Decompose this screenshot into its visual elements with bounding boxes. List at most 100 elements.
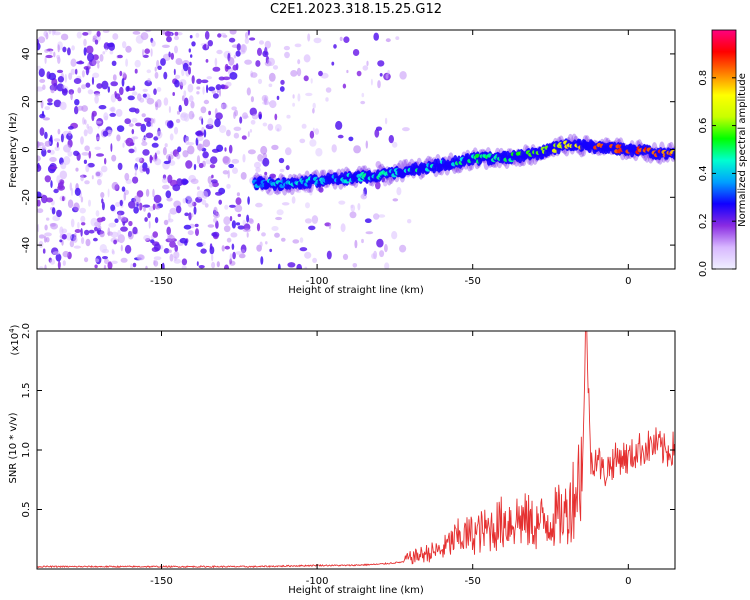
noise-speck bbox=[44, 106, 51, 111]
noise-speck bbox=[113, 239, 117, 245]
noise-speck bbox=[177, 146, 182, 153]
noise-speck bbox=[115, 108, 123, 117]
noise-speck bbox=[223, 225, 231, 233]
noise-speck bbox=[181, 258, 188, 266]
noise-speck bbox=[81, 152, 89, 156]
noise-speck bbox=[77, 87, 82, 94]
noise-speck bbox=[187, 83, 194, 93]
noise-speck bbox=[120, 257, 128, 263]
noise-speck bbox=[70, 92, 73, 101]
noise-speck bbox=[134, 166, 138, 174]
noise-speck bbox=[196, 261, 199, 266]
noise-speck bbox=[262, 50, 269, 58]
noise-speck bbox=[150, 118, 154, 128]
noise-speck bbox=[67, 47, 71, 56]
noise-speck bbox=[193, 163, 197, 171]
noise-speck bbox=[111, 154, 117, 162]
noise-speck bbox=[176, 110, 181, 115]
noise-speck bbox=[166, 226, 171, 235]
noise-speck bbox=[202, 86, 205, 95]
noise-speck bbox=[57, 76, 64, 83]
noise-speck bbox=[122, 41, 127, 49]
noise-speck bbox=[150, 48, 153, 57]
noise-speck bbox=[141, 141, 148, 146]
noise-speck bbox=[37, 199, 41, 207]
noise-speck bbox=[152, 231, 158, 238]
noise-speck bbox=[103, 264, 107, 269]
noise-speck bbox=[264, 40, 271, 49]
noise-speck bbox=[109, 112, 116, 117]
noise-speck bbox=[190, 101, 195, 109]
bottom-y-tick-label: 0.5 bbox=[21, 502, 32, 518]
noise-speck bbox=[232, 64, 238, 71]
noise-speck bbox=[304, 251, 312, 259]
noise-speck bbox=[44, 131, 48, 139]
noise-speck bbox=[207, 176, 213, 184]
noise-speck bbox=[331, 144, 337, 153]
noise-speck bbox=[73, 150, 80, 156]
noise-speck bbox=[206, 84, 209, 94]
noise-speck bbox=[128, 201, 136, 209]
noise-speck bbox=[191, 113, 195, 118]
noise-speck bbox=[242, 219, 246, 226]
noise-speck bbox=[235, 222, 241, 226]
noise-speck bbox=[44, 175, 51, 183]
noise-speck bbox=[37, 36, 46, 44]
noise-speck bbox=[47, 102, 53, 106]
noise-speck bbox=[176, 205, 182, 214]
noise-speck bbox=[73, 236, 78, 243]
noise-speck bbox=[191, 213, 194, 218]
noise-speck bbox=[154, 158, 162, 166]
noise-speck bbox=[226, 183, 231, 189]
noise-speck bbox=[188, 212, 192, 221]
top-y-tick-label: 20 bbox=[21, 95, 32, 108]
noise-speck bbox=[37, 86, 44, 92]
noise-speck bbox=[254, 161, 261, 169]
noise-speck bbox=[249, 129, 253, 133]
noise-speck bbox=[40, 99, 44, 109]
noise-speck bbox=[108, 222, 117, 228]
noise-speck bbox=[167, 218, 174, 223]
noise-speck bbox=[247, 149, 256, 155]
noise-speck bbox=[378, 214, 386, 218]
noise-speck bbox=[80, 228, 83, 237]
noise-speck bbox=[399, 71, 407, 80]
noise-speck bbox=[211, 232, 218, 237]
noise-speck bbox=[155, 205, 160, 210]
noise-speck bbox=[212, 66, 221, 72]
noise-speck bbox=[57, 260, 61, 269]
noise-speck bbox=[124, 172, 130, 181]
noise-speck bbox=[87, 126, 93, 135]
noise-speck bbox=[56, 141, 59, 148]
bottom-x-tick-label: -100 bbox=[306, 576, 329, 587]
noise-speck bbox=[204, 30, 210, 40]
noise-speck bbox=[104, 258, 110, 265]
noise-speck bbox=[169, 207, 178, 215]
noise-speck bbox=[59, 226, 64, 236]
noise-speck bbox=[43, 30, 48, 37]
noise-speck bbox=[161, 44, 170, 48]
noise-speck bbox=[222, 76, 231, 81]
noise-speck bbox=[107, 129, 113, 134]
bottom-x-axis-label: Height of straight line (km) bbox=[288, 585, 424, 596]
noise-speck bbox=[87, 30, 92, 35]
noise-speck bbox=[297, 59, 301, 65]
noise-speck bbox=[307, 33, 311, 42]
noise-speck bbox=[107, 86, 111, 93]
noise-speck bbox=[147, 78, 151, 83]
noise-speck bbox=[41, 194, 48, 204]
noise-speck bbox=[202, 241, 206, 246]
noise-speck bbox=[87, 52, 94, 62]
noise-speck bbox=[39, 235, 42, 239]
noise-speck bbox=[318, 70, 323, 77]
noise-speck bbox=[104, 157, 107, 165]
noise-speck bbox=[229, 72, 238, 80]
noise-speck bbox=[379, 73, 383, 77]
noise-speck bbox=[353, 145, 361, 154]
noise-speck bbox=[107, 261, 113, 269]
noise-speck bbox=[153, 118, 156, 124]
noise-speck bbox=[62, 260, 66, 266]
noise-speck bbox=[91, 110, 97, 117]
noise-speck bbox=[250, 72, 258, 78]
noise-speck bbox=[57, 185, 65, 191]
